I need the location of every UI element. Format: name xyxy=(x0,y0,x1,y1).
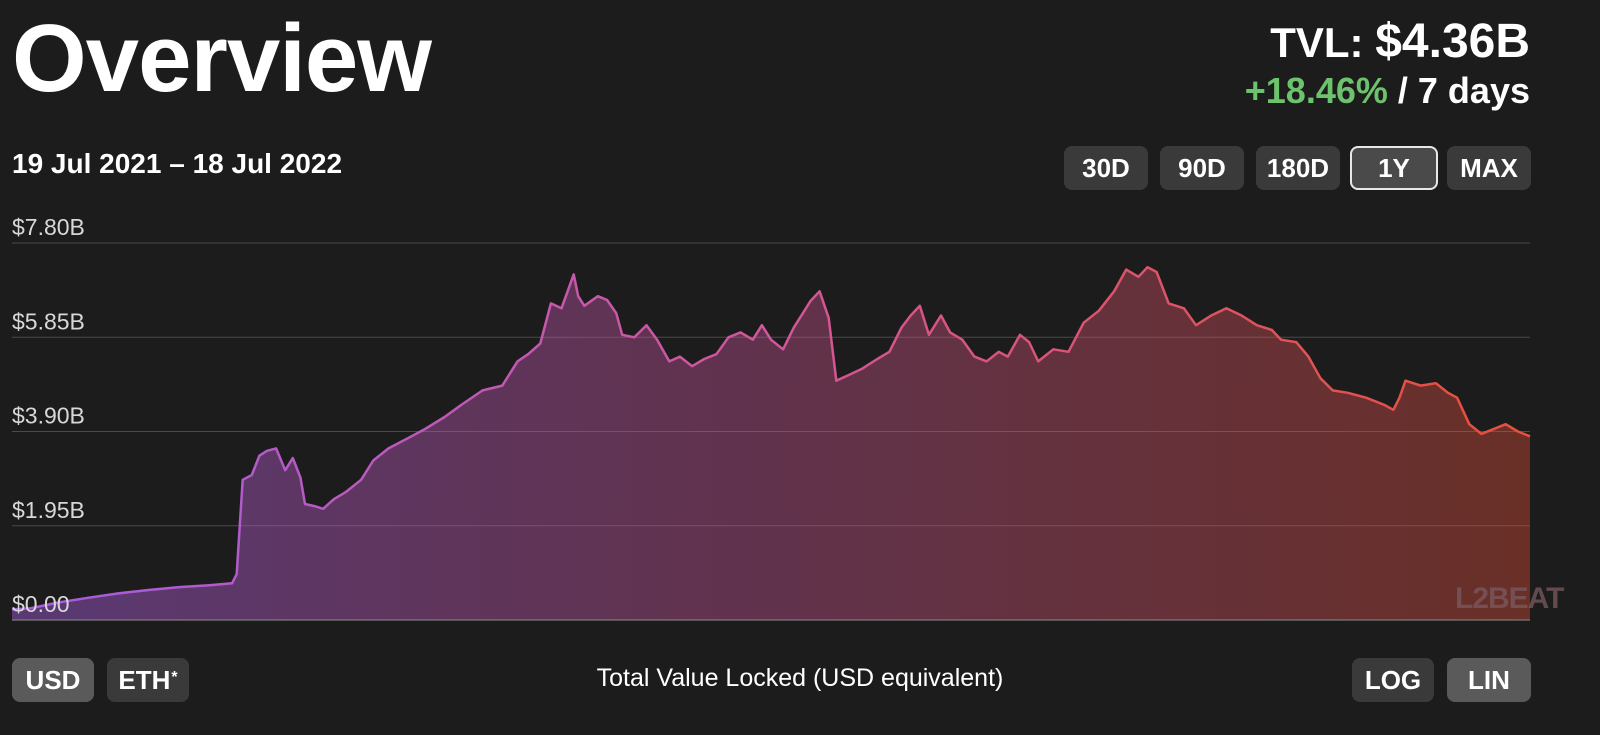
y-tick-label: $5.85B xyxy=(12,308,85,334)
date-range: 19 Jul 2021 – 18 Jul 2022 xyxy=(12,148,343,179)
y-tick-label: $0.00 xyxy=(12,591,70,617)
tvl-summary: TVL: $4.36B +18.46% / 7 days xyxy=(1245,15,1530,112)
y-tick-label: $1.95B xyxy=(12,497,85,523)
scale-log-button[interactable]: LOG xyxy=(1352,658,1434,702)
currency-usd-label: USD xyxy=(25,664,81,695)
range-button-180d[interactable]: 180D xyxy=(1256,146,1340,190)
tvl-change-percent: +18.46% xyxy=(1244,69,1388,111)
y-tick-label: $3.90B xyxy=(12,403,85,429)
currency-eth-button[interactable]: ETH * xyxy=(107,658,189,702)
range-button-max[interactable]: MAX xyxy=(1447,146,1531,190)
y-tick-label: $7.80B xyxy=(12,214,85,240)
tvl-line: TVL: $4.36B xyxy=(1245,15,1530,69)
tvl-area-fill xyxy=(12,267,1530,620)
currency-eth-label: ETH xyxy=(118,664,171,695)
range-button-1y[interactable]: 1Y xyxy=(1350,146,1438,190)
scale-lin-button[interactable]: LIN xyxy=(1447,658,1531,702)
l2beat-logo: L2BEAT xyxy=(1455,582,1564,615)
tvl-chart: $0.00 $1.95B $3.90B $5.85B $7.80B xyxy=(0,210,1600,640)
tvl-change-period: / 7 days xyxy=(1397,69,1530,111)
range-button-90d[interactable]: 90D xyxy=(1160,146,1244,190)
tvl-value: $4.36B xyxy=(1375,15,1530,68)
tvl-series-line xyxy=(11,265,1531,611)
tvl-label: TVL: xyxy=(1270,19,1364,66)
page-title: Overview xyxy=(12,5,432,112)
range-button-30d[interactable]: 30D xyxy=(1064,146,1148,190)
tvl-change: +18.46% / 7 days xyxy=(1245,69,1530,112)
chart-caption: Total Value Locked (USD equivalent) xyxy=(596,664,1004,692)
currency-eth-asterisk: * xyxy=(171,669,178,686)
currency-usd-button[interactable]: USD xyxy=(12,658,94,702)
tvl-chart-svg: $0.00 $1.95B $3.90B $5.85B $7.80B xyxy=(11,214,1531,621)
